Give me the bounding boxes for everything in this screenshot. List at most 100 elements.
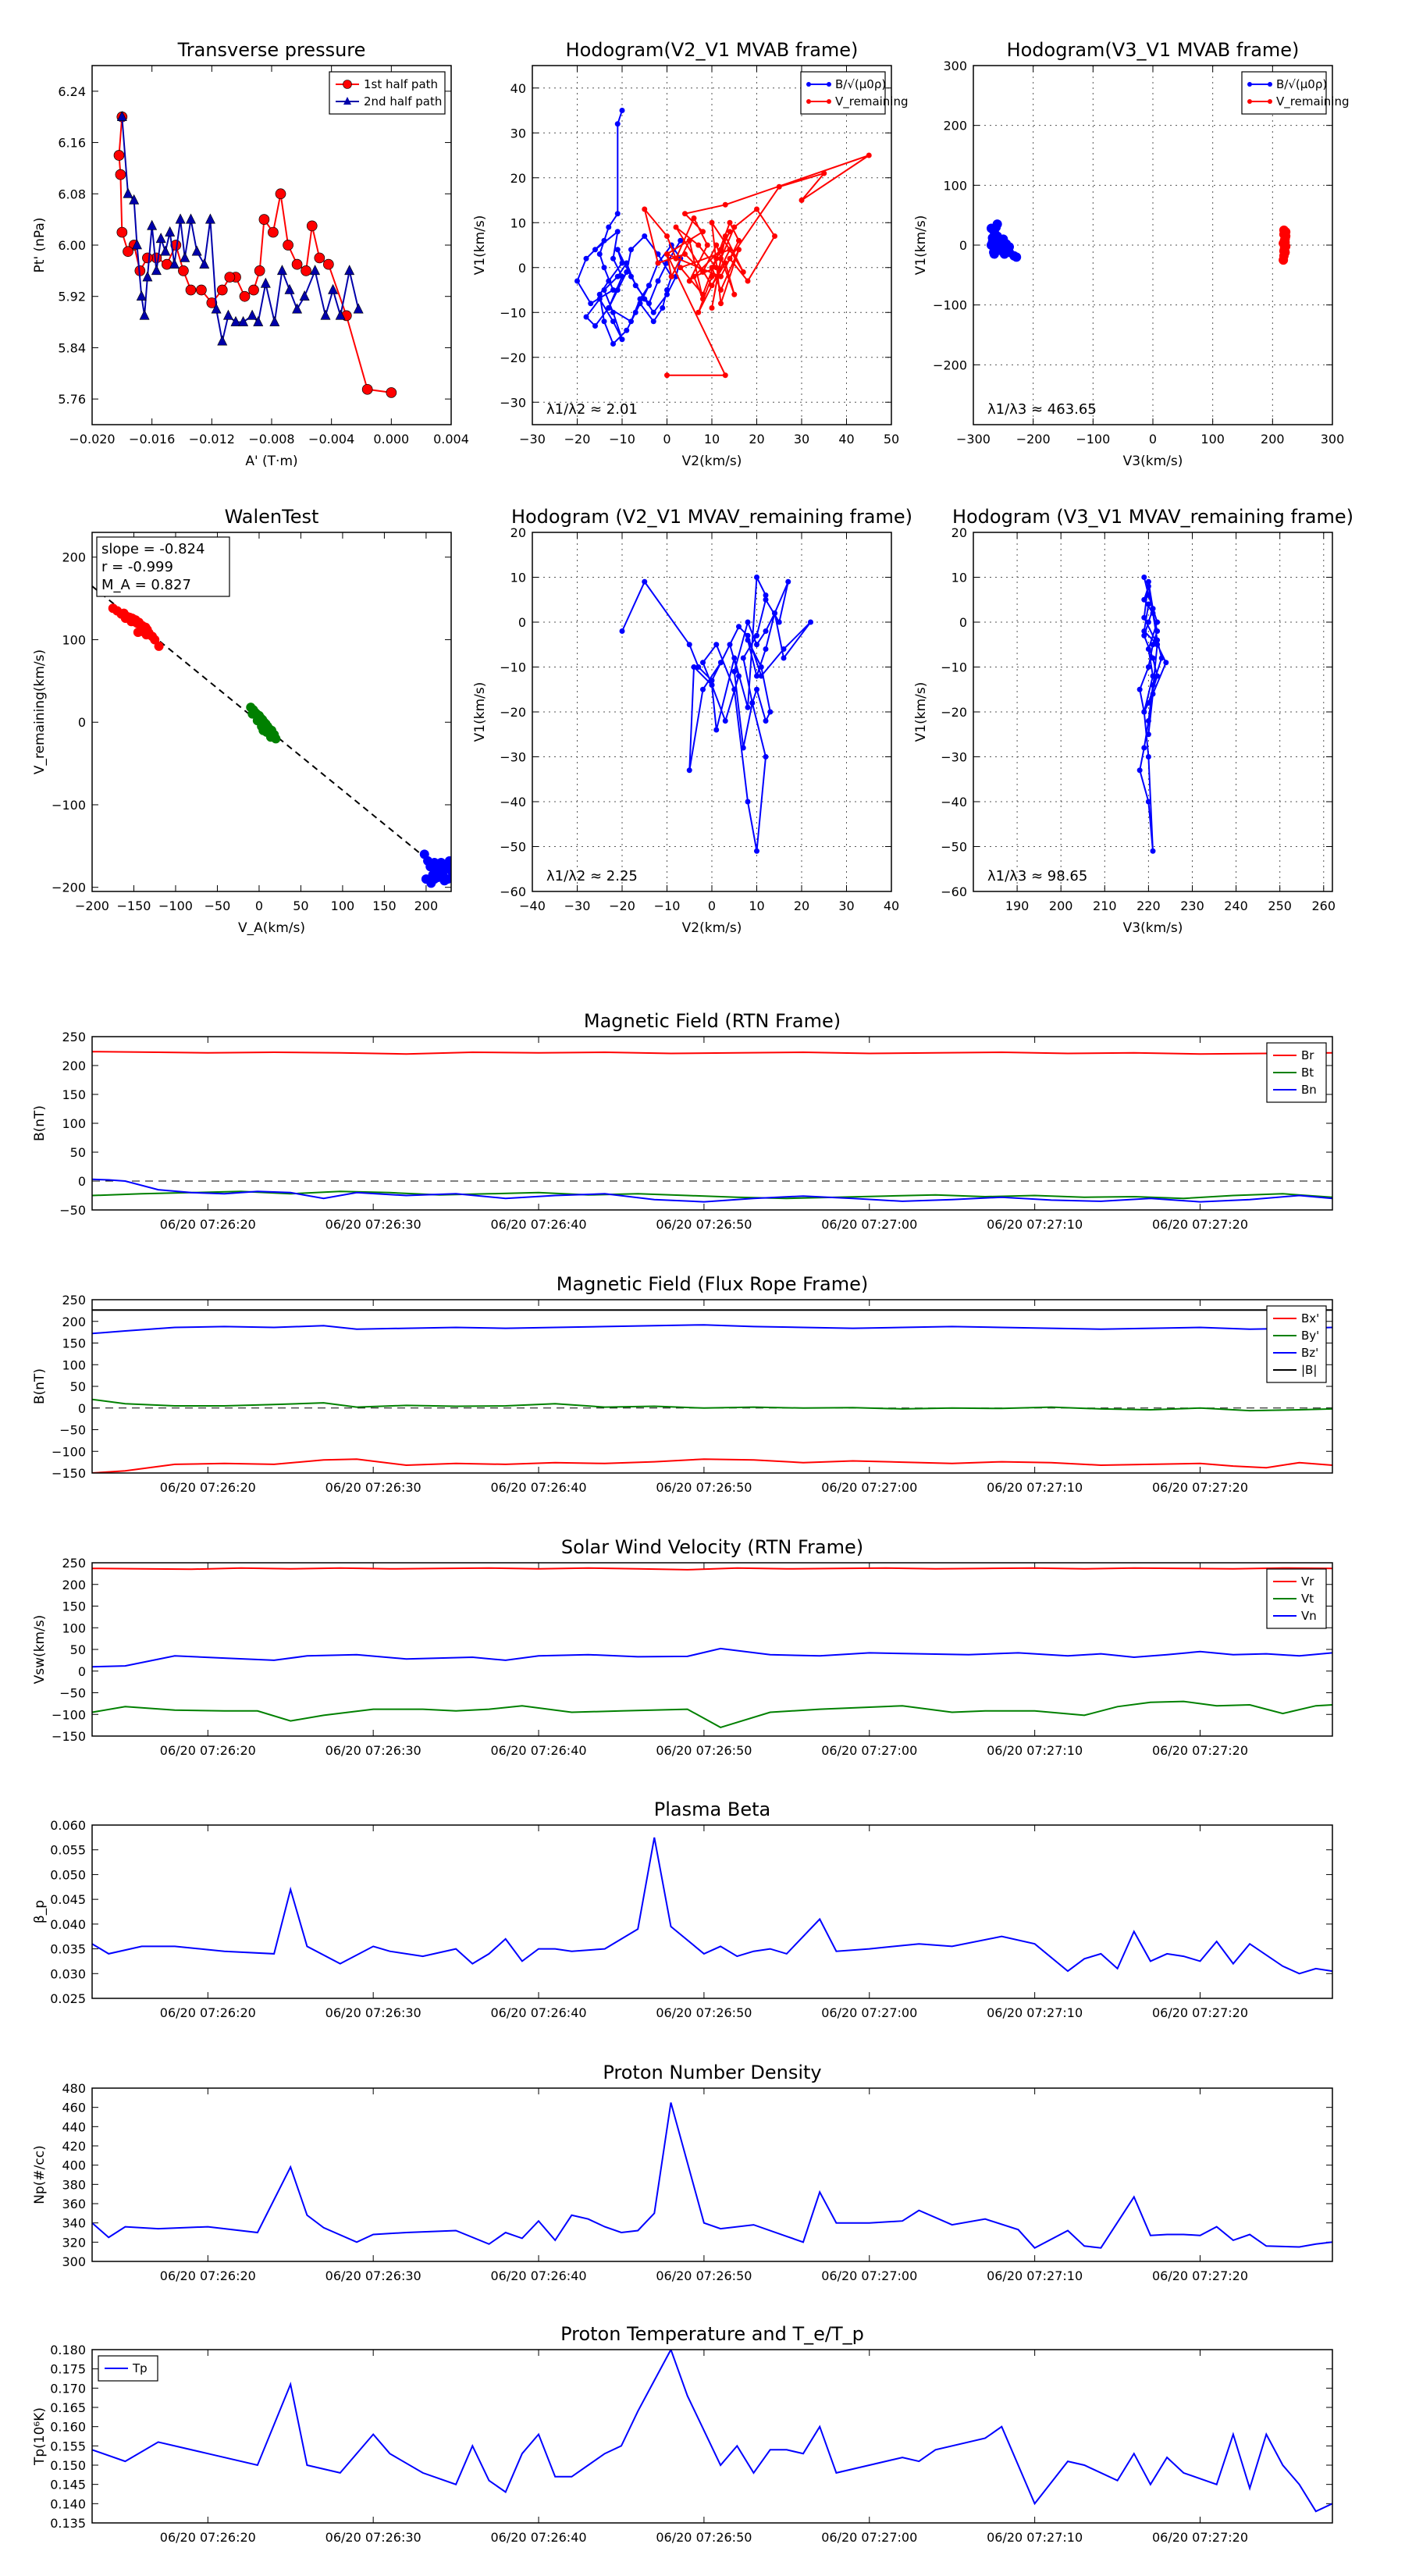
data-point — [727, 219, 733, 226]
data-point — [718, 287, 724, 293]
y-tick-label: 0.040 — [50, 1917, 86, 1932]
x-tick-label: −150 — [117, 898, 151, 913]
data-point — [709, 682, 715, 688]
y-tick-label: 0.160 — [50, 2420, 86, 2435]
data-point — [610, 318, 616, 325]
data-point — [736, 624, 742, 630]
x-tick-label: 06/20 07:27:00 — [821, 1217, 917, 1232]
x-tick-label: 06/20 07:26:30 — [325, 1743, 422, 1758]
data-point — [165, 226, 176, 237]
data-point — [989, 247, 999, 258]
x-tick-label: 06/20 07:27:00 — [821, 2530, 917, 2545]
x-tick-label: 06/20 07:26:50 — [656, 1480, 752, 1495]
series-vn — [92, 1647, 1332, 1668]
x-tick-label: −40 — [519, 898, 546, 913]
x-tick-label: 06/20 07:26:50 — [656, 2268, 752, 2283]
data-point — [1163, 660, 1169, 666]
y-tick-label: 0.135 — [50, 2516, 86, 2531]
data-point — [754, 632, 759, 639]
data-point — [299, 290, 310, 301]
data-point — [678, 237, 684, 244]
data-point — [632, 309, 638, 315]
x-tick-label: 50 — [293, 898, 308, 913]
x-tick-label: 06/20 07:26:40 — [491, 2005, 587, 2020]
data-point — [1150, 655, 1156, 661]
data-point — [260, 277, 271, 288]
x-tick-label: 190 — [1005, 898, 1030, 913]
data-point — [606, 278, 612, 284]
x-tick-label: 06/20 07:27:10 — [987, 2530, 1083, 2545]
data-point — [700, 229, 706, 235]
chart-title: Transverse pressure — [177, 39, 366, 61]
data-point — [1012, 252, 1022, 262]
data-point — [695, 664, 702, 670]
y-tick-label: 250 — [62, 1030, 86, 1044]
y-tick-label: 150 — [62, 1336, 86, 1351]
data-point — [776, 619, 782, 625]
series-line — [92, 2102, 1332, 2249]
y-tick-label: −50 — [59, 1203, 86, 1218]
data-point — [718, 301, 724, 307]
data-point — [731, 291, 738, 297]
y-tick-label: −40 — [941, 795, 967, 809]
y-tick-label: 300 — [943, 59, 967, 73]
data-point — [588, 301, 594, 307]
x-tick-label: −20 — [564, 432, 591, 447]
y-tick-label: −20 — [500, 705, 526, 720]
data-point — [180, 251, 190, 262]
data-point — [763, 718, 769, 724]
data-point — [328, 283, 339, 294]
data-point — [1141, 632, 1147, 639]
data-point — [763, 596, 769, 603]
data-point — [740, 745, 746, 751]
data-point — [664, 233, 670, 239]
x-tick-label: −30 — [564, 898, 591, 913]
data-point — [650, 318, 656, 325]
legend-marker — [827, 82, 831, 87]
plot-frame — [532, 65, 892, 425]
data-point — [253, 315, 264, 326]
data-point — [709, 273, 715, 279]
legend-box — [329, 71, 446, 115]
data-point — [781, 646, 787, 652]
x-tick-label: 06/20 07:26:30 — [325, 2530, 422, 2545]
x-tick-label: 0 — [255, 898, 263, 913]
data-point — [655, 278, 661, 284]
data-point — [758, 673, 764, 679]
chart-bfield: Magnetic Field (RTN Frame) 06/20 07:26:20… — [32, 1010, 1333, 1232]
data-point — [1154, 642, 1161, 648]
data-point — [222, 309, 233, 320]
chart-title: Magnetic Field (RTN Frame) — [584, 1010, 841, 1032]
data-point — [664, 287, 670, 293]
data-point — [736, 673, 742, 679]
data-point — [614, 229, 621, 235]
data-point — [583, 255, 589, 262]
data-point — [386, 387, 397, 398]
data-point — [1279, 245, 1289, 255]
data-point — [740, 269, 746, 275]
data-point — [614, 121, 621, 127]
y-tick-label: 6.16 — [58, 136, 86, 151]
data-point — [1145, 592, 1151, 598]
y-tick-label: 0 — [518, 615, 526, 630]
data-point — [709, 305, 715, 311]
legend-label: B/√(μ0ρ) — [835, 77, 886, 91]
data-point — [606, 224, 612, 230]
series-line — [92, 2350, 1332, 2513]
plot-frame — [91, 65, 452, 425]
data-point — [429, 857, 439, 867]
data-point — [1150, 848, 1156, 854]
legend-label: Vr — [1301, 1574, 1314, 1589]
data-point — [736, 237, 742, 244]
data-point — [191, 245, 202, 256]
data-point — [758, 664, 764, 670]
x-tick-label: 06/20 07:26:30 — [325, 1217, 422, 1232]
y-tick-label: −10 — [941, 660, 967, 675]
data-point — [713, 255, 720, 262]
y-tick-label: 360 — [62, 2197, 86, 2211]
x-axis-label: A' (T·m) — [245, 454, 297, 469]
data-point — [614, 273, 621, 279]
data-point — [610, 341, 616, 347]
data-point — [310, 265, 321, 276]
x-tick-label: 260 — [1312, 898, 1336, 913]
